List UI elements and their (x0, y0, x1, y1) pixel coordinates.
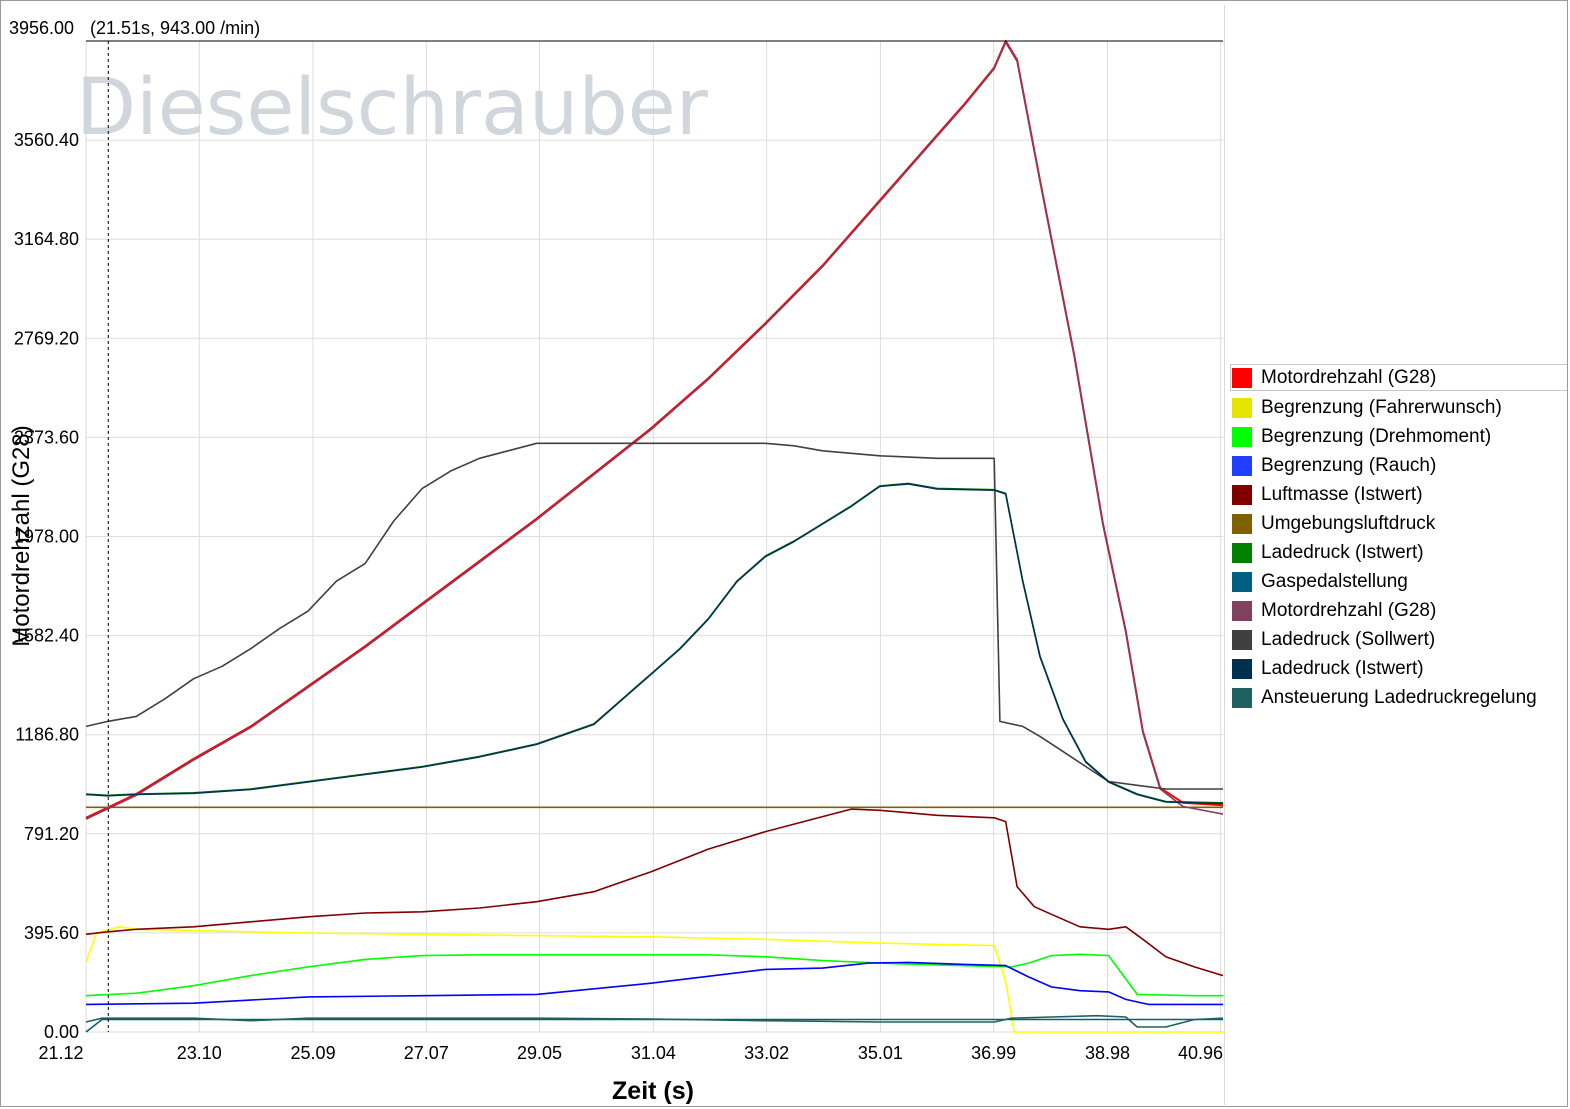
legend-item[interactable]: Luftmasse (Istwert) (1232, 480, 1567, 509)
legend-item[interactable]: Ladedruck (Istwert) (1232, 654, 1567, 683)
legend-swatch (1232, 571, 1252, 592)
x-tick-label: 25.09 (291, 1043, 336, 1063)
legend-label: Umgebungsluftdruck (1261, 512, 1436, 534)
x-tick-label: 36.99 (971, 1043, 1016, 1063)
legend-label: Begrenzung (Rauch) (1261, 454, 1437, 476)
x-tick-label: 27.07 (404, 1043, 449, 1063)
legend-label: Ladedruck (Istwert) (1261, 657, 1424, 679)
legend-swatch (1232, 426, 1252, 447)
legend-label: Begrenzung (Fahrerwunsch) (1261, 396, 1502, 418)
legend-swatch (1232, 513, 1252, 534)
series-line (85, 483, 1223, 805)
legend-label: Ladedruck (Sollwert) (1261, 628, 1436, 650)
y-axis-label: Motordrehzahl (G28) (8, 425, 35, 646)
x-tick-label: 29.05 (517, 1043, 562, 1063)
legend-label: Luftmasse (Istwert) (1261, 483, 1423, 505)
legend-list: Motordrehzahl (G28) Begrenzung (Fahrerwun… (1230, 363, 1567, 712)
legend-swatch (1232, 367, 1252, 388)
legend-item[interactable]: Begrenzung (Drehmoment) (1232, 422, 1567, 451)
legend-swatch (1232, 600, 1252, 621)
x-tick-label: 33.02 (744, 1043, 789, 1063)
series-line (85, 953, 1223, 997)
legend-item[interactable]: Motordrehzahl (G28) (1232, 596, 1567, 625)
legend-swatch (1232, 484, 1252, 505)
y-tick-label: 791.20 (24, 824, 79, 844)
legend-label: Ladedruck (Istwert) (1261, 541, 1424, 563)
series-line (85, 808, 1223, 977)
legend-item[interactable]: Begrenzung (Rauch) (1232, 451, 1567, 480)
legend-swatch (1232, 397, 1252, 418)
x-tick-label: 31.04 (631, 1043, 676, 1063)
grid (85, 40, 1223, 1033)
legend-item[interactable]: Gaspedalstellung (1232, 567, 1567, 596)
legend-item[interactable]: Ansteuerung Ladedruckregelung (1232, 683, 1567, 712)
series-line (85, 482, 1223, 804)
x-tick-label: 38.98 (1085, 1043, 1130, 1063)
x-tick-label: 40.96 (1178, 1043, 1223, 1063)
legend: Motordrehzahl (G28) Begrenzung (Fahrerwun… (1224, 5, 1567, 1105)
legend-label: Motordrehzahl (G28) (1261, 599, 1437, 621)
legend-item[interactable]: Begrenzung (Fahrerwunsch) (1232, 393, 1567, 422)
legend-item[interactable]: Ladedruck (Istwert) (1232, 538, 1567, 567)
series-line (85, 1018, 1223, 1033)
watermark: Dieselschrauber (76, 63, 709, 153)
series-line (85, 40, 1223, 819)
series-line (85, 1014, 1223, 1028)
legend-label: Motordrehzahl (G28) (1261, 366, 1437, 388)
x-axis-ticks: 21.12 23.10 25.09 27.07 29.05 31.04 33.02 35.01… (38, 1043, 1223, 1063)
legend-item[interactable]: Umgebungsluftdruck (1232, 509, 1567, 538)
y-axis-ticks: 0.00 395.60 791.20 1186.80 1582.40 1978.00 237… (14, 130, 79, 1042)
legend-swatch (1232, 542, 1252, 563)
legend-label: Begrenzung (Drehmoment) (1261, 425, 1492, 447)
legend-item[interactable]: Ladedruck (Sollwert) (1232, 625, 1567, 654)
y-tick-label: 395.60 (24, 923, 79, 943)
y-tick-label: 3560.40 (14, 130, 79, 150)
x-axis-label: Zeit (s) (612, 1077, 694, 1105)
y-tick-label: 3164.80 (14, 229, 79, 249)
series-line (85, 961, 1223, 1006)
legend-label: Ansteuerung Ladedruckregelung (1261, 686, 1537, 708)
y-tick-label: 1978.00 (14, 527, 79, 547)
legend-label: Gaspedalstellung (1261, 570, 1408, 592)
y-tick-label: 0.00 (44, 1022, 79, 1042)
legend-swatch (1232, 629, 1252, 650)
series-group (85, 40, 1223, 1033)
y-tick-label: 2373.60 (14, 427, 79, 447)
x-tick-label: 23.10 (177, 1043, 222, 1063)
series-line (85, 41, 1223, 820)
legend-swatch (1232, 455, 1252, 476)
series-line (85, 926, 1223, 1033)
top-value-label: 3956.00 (9, 18, 74, 38)
legend-swatch (1232, 687, 1252, 708)
x-tick-label: 21.12 (38, 1043, 83, 1063)
series-line (85, 442, 1223, 790)
legend-item[interactable]: Motordrehzahl (G28) (1230, 364, 1567, 391)
y-tick-label: 2769.20 (14, 328, 79, 348)
x-tick-label: 35.01 (858, 1043, 903, 1063)
line-chart[interactable]: Dieselschrauber 0.00 395.60 791.20 1186.80 1… (1, 1, 1223, 1108)
y-tick-label: 1186.80 (15, 725, 79, 745)
y-tick-label: 1582.40 (14, 626, 79, 646)
legend-swatch (1232, 658, 1252, 679)
cursor-readout: (21.51s, 943.00 /min) (90, 18, 260, 38)
